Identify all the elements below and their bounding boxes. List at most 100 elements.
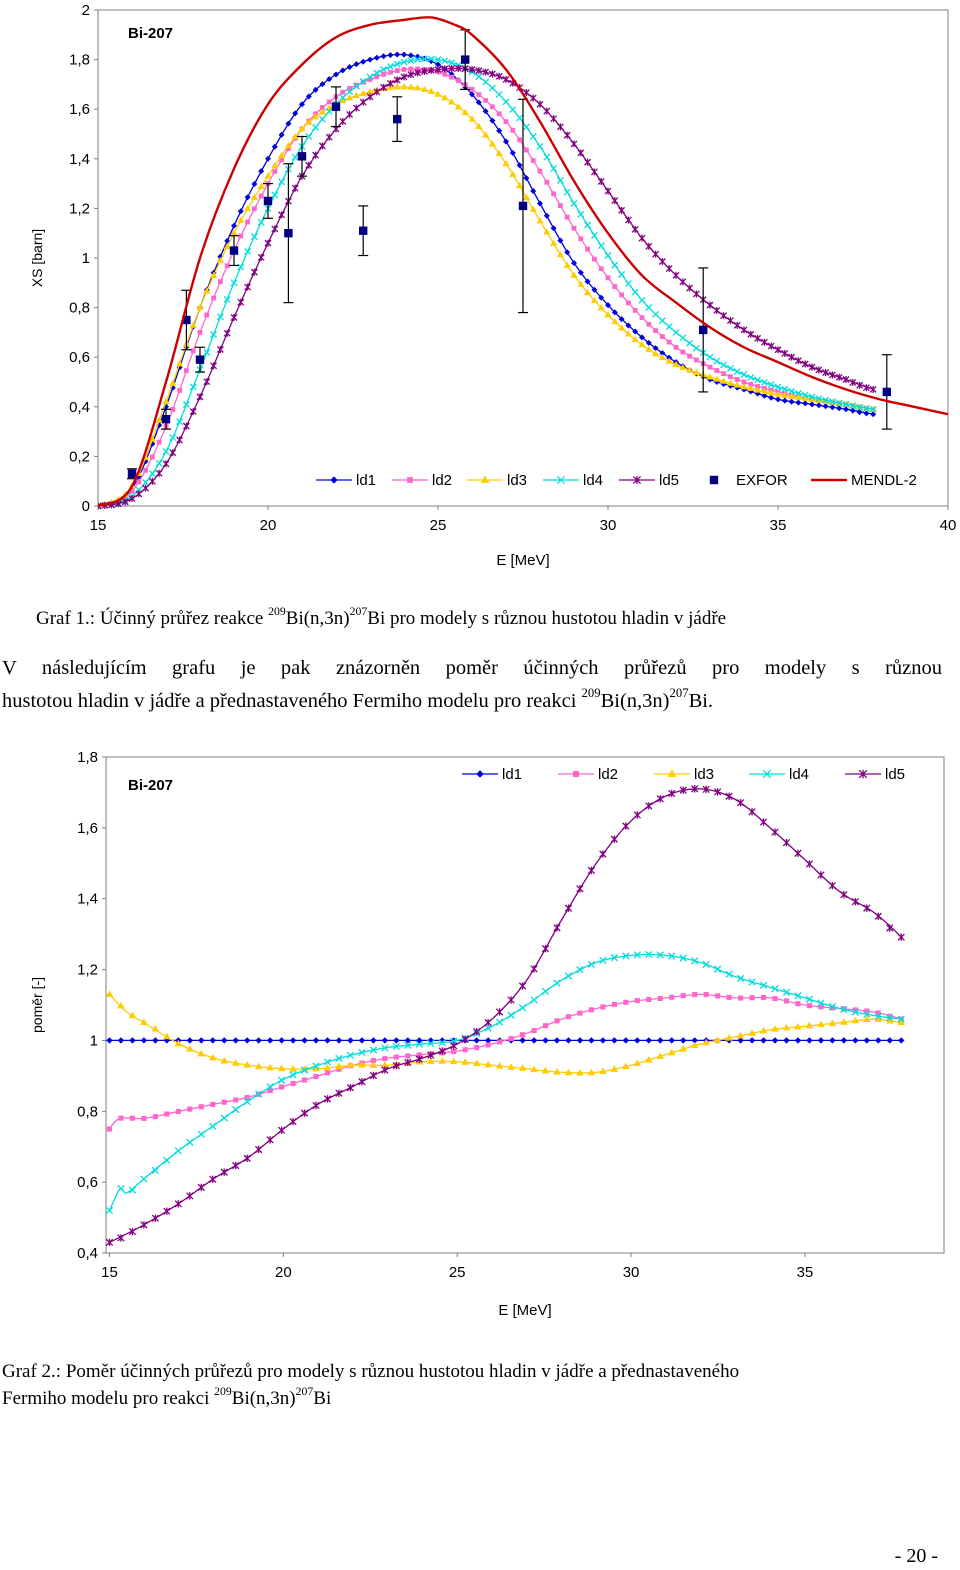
ld2-point (394, 68, 400, 73)
ld5-point (584, 158, 592, 166)
ld4-point (584, 221, 592, 229)
ld3-point (106, 990, 114, 997)
ld4-point (358, 1048, 366, 1057)
ld1-point (809, 401, 815, 408)
ld4-point (366, 73, 374, 81)
plot-area (105, 756, 945, 1254)
ld5-point (186, 1192, 194, 1200)
ld4-point (312, 1062, 320, 1070)
y-axis-label: XS [barn] (29, 229, 45, 287)
ld5-point (713, 306, 721, 314)
ld1-point (557, 237, 564, 244)
ld2-point (381, 71, 386, 77)
ld2-point (510, 127, 516, 133)
ld3-point (468, 115, 476, 122)
y-tick-label: 1,8 (77, 749, 98, 766)
ld2-point (354, 82, 359, 88)
ld2-point (313, 1073, 319, 1080)
ld4-point (760, 378, 768, 386)
ld2-point (660, 334, 665, 339)
legend-marker (632, 475, 642, 485)
ld5-point (121, 498, 129, 506)
ld2-point (184, 368, 189, 374)
ld4-point (822, 396, 830, 404)
ld1-point (387, 52, 394, 59)
ld5-point (726, 317, 734, 325)
ld2-point (152, 1114, 158, 1120)
ld4-point (808, 393, 816, 401)
ld1-point (588, 1037, 595, 1044)
exfor-point (161, 415, 171, 424)
ld3-point (502, 159, 510, 167)
ld4-point (420, 55, 428, 63)
ld1-point (346, 63, 353, 70)
ld5-point (563, 131, 571, 139)
ld2-point (204, 312, 210, 318)
ld1-point (278, 131, 285, 138)
caption-2-line-1: Graf 2.: Poměr účinných průřezů pro mode… (2, 1361, 740, 1382)
ld5-point (346, 1084, 355, 1092)
ld3-point (472, 1059, 481, 1067)
ld1-point (815, 402, 822, 409)
ld1-point (482, 108, 489, 115)
legend-marker (667, 769, 677, 778)
ld5-point (822, 369, 830, 377)
ld3-point (725, 1034, 733, 1041)
ld3-point (148, 435, 156, 442)
ld2-point (469, 86, 475, 92)
ld4-point (289, 1071, 297, 1079)
ld3-point (570, 271, 578, 278)
ld2-point (416, 1052, 422, 1058)
ld2-point (673, 344, 679, 350)
ld1-point (271, 143, 278, 150)
legend-item: ld3 (467, 472, 527, 489)
ld5-point (461, 1035, 469, 1043)
ld2-point (238, 233, 244, 239)
ld4-point (415, 1040, 423, 1048)
ld1-point (657, 1037, 664, 1044)
legend-label: MENDL-2 (851, 472, 917, 489)
ld1-point (407, 52, 414, 59)
ld1-point (380, 53, 387, 60)
ld2-point (496, 111, 502, 117)
x-tick-label: 15 (90, 517, 107, 534)
ld4-point (518, 1004, 527, 1012)
ld5-point (277, 1126, 286, 1135)
legend-item: EXFOR (709, 472, 788, 489)
ld5-point (672, 271, 680, 279)
ld3-point (163, 1032, 171, 1040)
y-tick-label: 1 (90, 1032, 98, 1049)
ld2-point (267, 1088, 273, 1094)
ld4-point (553, 979, 561, 987)
ld1-point (360, 58, 367, 65)
chart-title: Bi-207 (128, 777, 173, 794)
ld5-point (849, 378, 857, 386)
ld2-point (578, 236, 584, 242)
ld1-point (333, 71, 339, 78)
ld5-point (692, 290, 700, 298)
figure-caption-2: Graf 2.: Poměr účinných průřezů pro mode… (2, 1358, 739, 1412)
ld3-point (782, 1023, 791, 1031)
ld5-point (271, 225, 279, 233)
ld5-point (98, 502, 102, 510)
ld1-point (251, 180, 258, 187)
ld3-point (781, 391, 789, 398)
ld3-point (530, 1065, 538, 1073)
ld3-point (885, 1016, 894, 1024)
ld2-point (272, 169, 278, 174)
ld5-point (438, 1047, 446, 1055)
ld1-point (237, 208, 244, 215)
ld2-point (336, 1066, 342, 1072)
ld5-point (529, 94, 537, 102)
y-tick-label: 1,6 (69, 101, 90, 118)
ld3-point (230, 229, 238, 236)
ld4-point (339, 94, 347, 102)
ld4-point (692, 344, 700, 352)
ld4-point (266, 1083, 274, 1091)
ld5-point (323, 1095, 332, 1103)
ld5-point (725, 792, 733, 800)
ld3-point (482, 131, 490, 138)
ld4-point (840, 1005, 848, 1014)
ld4-point (484, 1024, 492, 1032)
ld2-point (715, 993, 721, 999)
